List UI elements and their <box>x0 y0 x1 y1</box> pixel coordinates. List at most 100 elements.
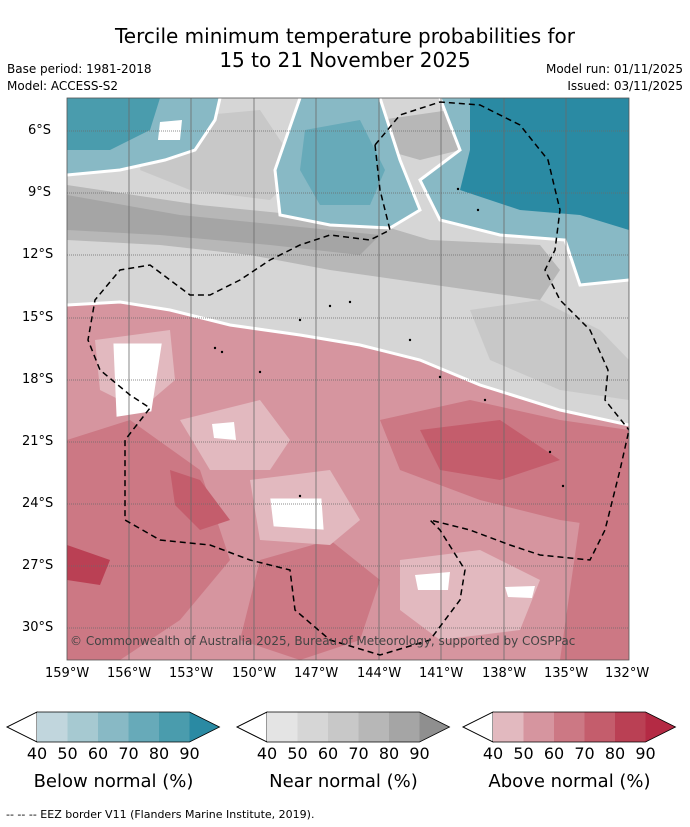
colorbar-below-tick-label: 70 <box>118 744 139 763</box>
copyright-notice: © Commonwealth of Australia 2025, Bureau… <box>70 634 576 648</box>
lat-label: 6°S <box>28 123 52 138</box>
lon-label: 132°W <box>605 666 650 681</box>
colorbar-above-high-extension <box>645 712 676 742</box>
no-signal-area <box>212 422 236 440</box>
contour-line <box>67 98 222 177</box>
colorbar-below-tick-label: 50 <box>57 744 78 763</box>
eez-footnote: -- -- -- EEZ border V11 (Flanders Marine… <box>6 808 315 821</box>
issued-date: Issued: 03/11/2025 <box>567 79 683 93</box>
colorbar-below-tick-label: 60 <box>87 744 109 763</box>
colorbar-below-title: Below normal (%) <box>33 771 194 792</box>
colorbar-above-title: Above normal (%) <box>488 771 651 792</box>
below-normal-90-area <box>460 98 629 230</box>
colorbar-near-high-extension <box>419 712 450 742</box>
lat-label: 9°S <box>28 185 52 200</box>
contour-line <box>113 343 162 417</box>
colorbar-near-low-extension <box>236 711 268 743</box>
no-signal-area <box>505 586 535 598</box>
colorbar-above-tick-label: 80 <box>604 744 626 763</box>
lon-label: 138°W <box>482 666 527 681</box>
contour-line <box>270 498 324 530</box>
colorbar-below-segment <box>159 712 190 742</box>
colorbar-above-segment <box>554 712 585 742</box>
colorbars <box>6 711 677 743</box>
colorbar-near-title: Near normal (%) <box>269 771 418 792</box>
colorbar-near-segment <box>267 712 298 742</box>
model-run: Model run: 01/11/2025 <box>545 62 683 76</box>
below-normal-70-area <box>300 120 385 205</box>
colorbar-above-segment <box>584 712 615 742</box>
above-normal-80-area <box>170 470 230 530</box>
colorbar-near-segment <box>358 712 389 742</box>
colorbar-above-tick-label: 60 <box>543 744 565 763</box>
colorbar-near-outline <box>236 711 451 743</box>
colorbar-below-segment <box>98 712 129 742</box>
map-gridlines <box>67 98 629 660</box>
colorbar-near-tick-label: 40 <box>256 744 278 763</box>
contour-line <box>418 98 629 287</box>
contour-line <box>67 300 629 427</box>
islands <box>213 187 565 498</box>
map-title-line2: 15 to 21 November 2025 <box>219 48 471 72</box>
near-normal-60-area <box>470 300 629 400</box>
colorbar-near-tick-label: 80 <box>378 744 400 763</box>
colorbar-near-tick-label: 90 <box>409 744 430 763</box>
colorbar-below-high-extension <box>189 712 220 742</box>
lon-label: 153°W <box>169 666 214 681</box>
lon-label: 150°W <box>232 666 277 681</box>
colorbar-below-segment <box>67 712 98 742</box>
model-name: Model: ACCESS-S2 <box>7 79 119 93</box>
lat-label: 21°S <box>22 434 54 449</box>
no-signal-area <box>272 500 322 528</box>
colorbar-above-tick-label: 40 <box>482 744 504 763</box>
colorbar-near-tick-label: 50 <box>287 744 308 763</box>
colorbar-above-tick-label: 70 <box>574 744 595 763</box>
near-normal-70-area <box>380 110 460 160</box>
colorbar-below-segment <box>128 712 159 742</box>
lon-label: 159°W <box>45 666 90 681</box>
lon-label: 135°W <box>544 666 589 681</box>
colorbar-above-tick-label: 90 <box>635 744 656 763</box>
lat-label: 30°S <box>22 620 54 635</box>
colorbar-above-low-extension <box>462 711 494 743</box>
map-frame <box>66 97 630 661</box>
above-normal-40-area <box>400 550 540 640</box>
colorbar-near-segment <box>328 712 359 742</box>
eez-border <box>87 144 629 656</box>
colorbar-below-tick-label: 90 <box>179 744 200 763</box>
above-normal-70-area <box>560 520 629 660</box>
lon-label: 141°W <box>419 666 464 681</box>
no-signal-area <box>158 120 182 140</box>
below-normal-80-area <box>67 98 160 150</box>
colorbar-above-segment <box>493 712 524 742</box>
colorbar-above-segment <box>615 712 646 742</box>
lat-label: 15°S <box>22 310 54 325</box>
lon-label: 144°W <box>357 666 402 681</box>
above-normal-90-area <box>67 545 110 585</box>
lat-label: 18°S <box>22 372 54 387</box>
colorbar-below-tick-label: 80 <box>148 744 170 763</box>
colorbar-above-outline <box>462 711 677 743</box>
lon-label: 156°W <box>107 666 152 681</box>
near-normal-80-area <box>67 195 380 255</box>
colorbar-near-tick-label: 60 <box>317 744 339 763</box>
above-normal-80-area <box>420 420 560 480</box>
colorbar-near-segment <box>389 712 420 742</box>
map-title-line1: Tercile minimum temperature probabilitie… <box>114 24 576 48</box>
base-period: Base period: 1981-2018 <box>7 62 152 76</box>
lon-label: 147°W <box>294 666 339 681</box>
colorbar-below-low-extension <box>6 711 38 743</box>
lat-label: 24°S <box>22 496 54 511</box>
colorbar-below-outline <box>6 711 221 743</box>
colorbar-above-segment <box>523 712 554 742</box>
lat-label: 12°S <box>22 247 54 262</box>
no-signal-area <box>415 572 450 590</box>
colorbar-near-segment <box>297 712 328 742</box>
eez-border <box>374 101 629 431</box>
colorbar-below-tick-label: 40 <box>26 744 48 763</box>
above-normal-70-area <box>240 540 380 660</box>
colorbar-below-segment <box>37 712 68 742</box>
lat-label: 27°S <box>22 558 54 573</box>
colorbar-near-tick-label: 70 <box>348 744 369 763</box>
